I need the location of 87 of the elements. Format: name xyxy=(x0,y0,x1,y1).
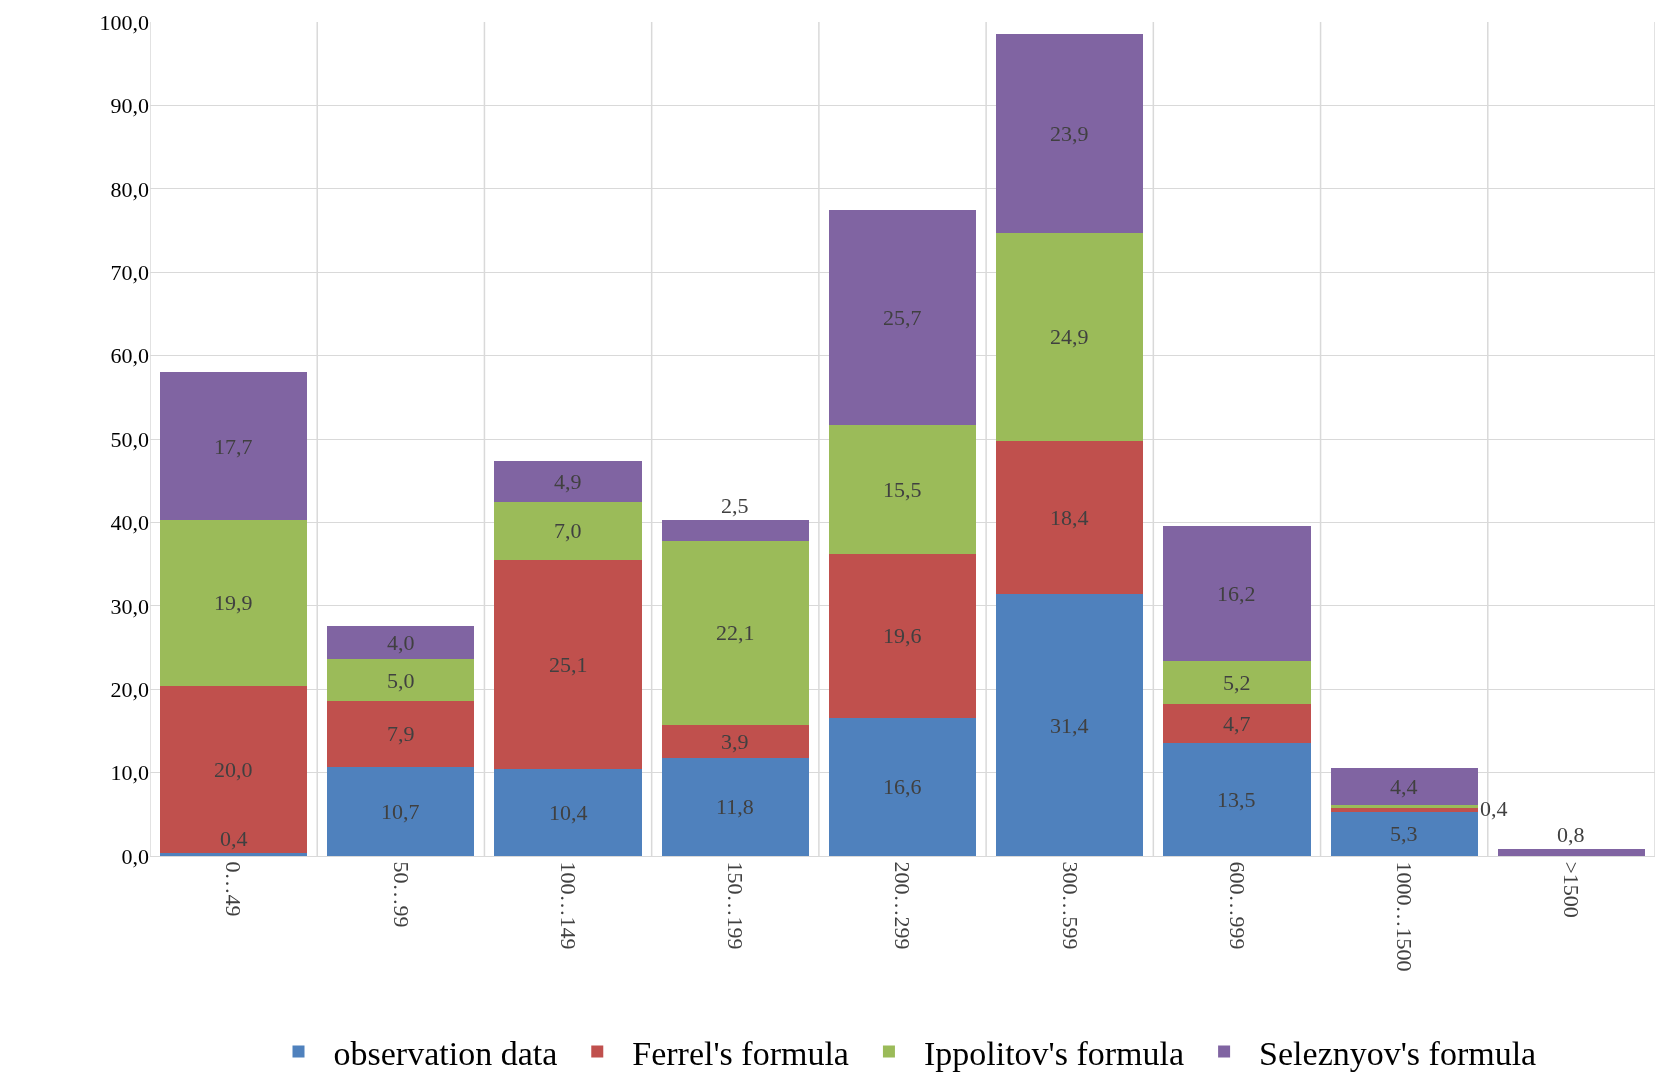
y-tick-label: 50,0 xyxy=(110,426,149,452)
bar xyxy=(1330,768,1478,806)
bar xyxy=(494,559,642,770)
bar xyxy=(160,685,308,853)
bar xyxy=(1163,743,1311,856)
y-tick-label: 80,0 xyxy=(110,176,149,202)
data-label: 10,4 xyxy=(549,800,588,825)
data-label: 19,6 xyxy=(883,623,922,648)
y-tick-label: 0,0 xyxy=(121,843,149,869)
data-label: 25,7 xyxy=(883,305,922,330)
bar xyxy=(327,700,475,767)
data-label: 2,5 xyxy=(721,493,749,518)
bar xyxy=(996,233,1144,441)
data-label: 4,7 xyxy=(1223,711,1251,736)
x-tick-label: 0…49 xyxy=(221,861,247,917)
y-tick-label: 30,0 xyxy=(110,593,149,619)
bar xyxy=(494,769,642,856)
legend-label: Seleznyov's formula xyxy=(1259,1034,1537,1072)
x-tick-label: 100…149 xyxy=(555,861,581,950)
bar xyxy=(327,625,475,660)
data-label: 7,0 xyxy=(554,518,582,543)
y-tick-label: 10,0 xyxy=(110,760,149,786)
bar xyxy=(327,659,475,701)
data-label: 22,1 xyxy=(716,620,755,645)
data-label: 25,1 xyxy=(549,652,588,677)
data-label: 18,4 xyxy=(1050,505,1089,530)
bar xyxy=(160,519,308,686)
bar xyxy=(1497,849,1645,856)
x-tick-label: 200…299 xyxy=(890,861,916,950)
data-label: 31,4 xyxy=(1050,713,1089,738)
data-label: 5,0 xyxy=(387,668,415,693)
y-tick-label: 70,0 xyxy=(110,259,149,285)
bar xyxy=(1163,525,1311,661)
data-label: 24,9 xyxy=(1050,324,1089,349)
y-tick-label: 40,0 xyxy=(110,510,149,536)
data-label: 0,4 xyxy=(1480,796,1508,821)
x-tick-label: 600…999 xyxy=(1224,861,1250,950)
data-label: 13,5 xyxy=(1217,787,1256,812)
y-tick-label: 60,0 xyxy=(110,343,149,369)
legend-label: observation data xyxy=(333,1034,558,1072)
bar xyxy=(996,33,1144,233)
x-tick-label: >1500 xyxy=(1559,861,1585,918)
bar xyxy=(661,519,809,541)
bar xyxy=(494,501,642,560)
y-tick-label: 100,0 xyxy=(99,9,149,35)
bar xyxy=(661,540,809,726)
x-tick-label: 50…99 xyxy=(388,861,414,928)
legend-label: Ferrel's formula xyxy=(632,1034,849,1072)
bar xyxy=(1163,660,1311,705)
data-label: 16,6 xyxy=(883,774,922,799)
data-label: 0,8 xyxy=(1557,822,1585,847)
x-tick-label: 1000…1500 xyxy=(1392,861,1418,972)
data-label: 4,4 xyxy=(1390,774,1418,799)
bar xyxy=(828,717,977,856)
data-label: 7,9 xyxy=(387,721,415,746)
bar xyxy=(996,440,1144,595)
y-tick-label: 20,0 xyxy=(110,676,149,702)
bar xyxy=(996,594,1144,856)
data-label: 5,2 xyxy=(1223,670,1251,695)
bar xyxy=(828,554,977,718)
legend-label: Ippolitov's formula xyxy=(923,1034,1185,1072)
data-label: 17,7 xyxy=(214,434,253,459)
bar xyxy=(160,372,308,520)
x-tick-label: 300…599 xyxy=(1057,861,1083,950)
bar xyxy=(661,757,809,856)
bar xyxy=(327,766,475,856)
bar xyxy=(661,725,809,758)
data-label: 19,9 xyxy=(214,590,253,615)
data-label: 11,8 xyxy=(716,794,754,819)
bar xyxy=(828,424,977,555)
bar xyxy=(494,460,642,502)
x-tick-label: 150…199 xyxy=(723,861,749,950)
data-label: 23,9 xyxy=(1050,121,1089,146)
data-label: 4,9 xyxy=(554,469,582,494)
data-label: 0,4 xyxy=(220,826,248,851)
data-label: 15,5 xyxy=(883,477,922,502)
bar xyxy=(1163,704,1311,744)
y-tick-label: 90,0 xyxy=(110,93,149,119)
bar xyxy=(828,210,977,425)
data-label: 10,7 xyxy=(381,799,420,824)
data-label: 3,9 xyxy=(721,729,749,754)
data-label: 20,0 xyxy=(214,757,253,782)
data-label: 5,3 xyxy=(1390,821,1418,846)
bar xyxy=(160,852,308,856)
bar xyxy=(1330,811,1478,856)
data-label: 4,0 xyxy=(387,630,415,655)
data-label: 16,2 xyxy=(1217,581,1256,606)
